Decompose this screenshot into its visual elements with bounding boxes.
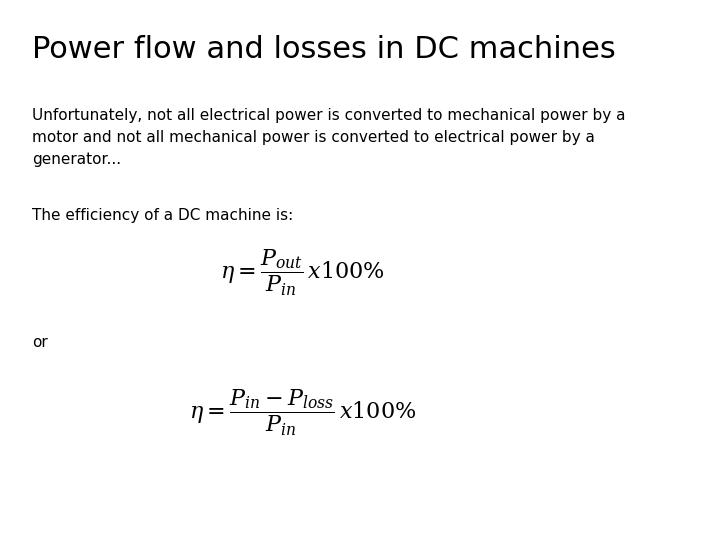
Text: Power flow and losses in DC machines: Power flow and losses in DC machines xyxy=(32,35,616,64)
Text: Unfortunately, not all electrical power is converted to mechanical power by a
mo: Unfortunately, not all electrical power … xyxy=(32,108,626,167)
Text: The efficiency of a DC machine is:: The efficiency of a DC machine is: xyxy=(32,208,294,223)
Text: $\eta = \dfrac{P_{out}}{P_{in}}\, x100\%$: $\eta = \dfrac{P_{out}}{P_{in}}\, x100\%… xyxy=(220,248,385,298)
Text: $\eta = \dfrac{P_{in} - P_{loss}}{P_{in}}\, x100\%$: $\eta = \dfrac{P_{in} - P_{loss}}{P_{in}… xyxy=(189,388,416,438)
Text: or: or xyxy=(32,335,48,350)
